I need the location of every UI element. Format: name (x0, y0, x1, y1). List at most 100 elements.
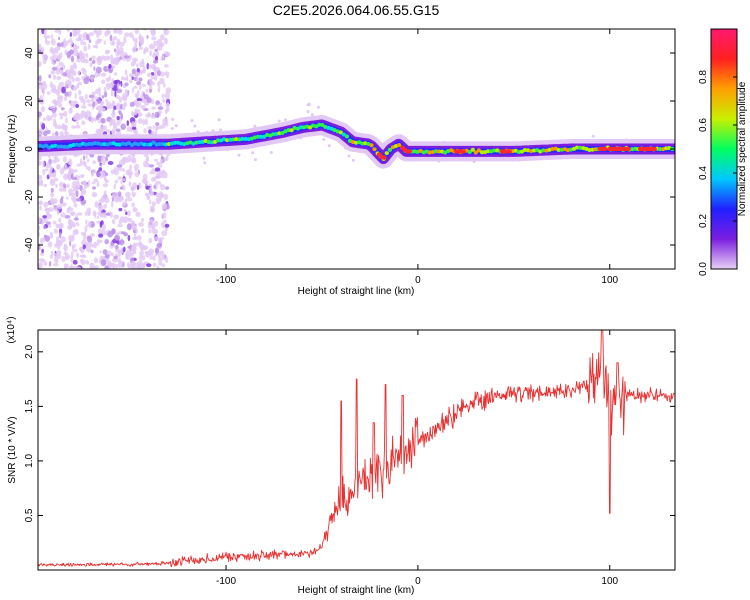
y-tick-label: 2.0 (24, 344, 35, 358)
snr-y-multiplier: (x10⁴) (6, 316, 17, 343)
noise-speck (109, 212, 113, 219)
noise-speck (53, 48, 56, 53)
spectrogram-y-label: Frequency (Hz) (7, 115, 18, 184)
noise-speck (151, 36, 157, 41)
noise-speck (46, 114, 51, 122)
noise-speck (77, 82, 82, 86)
noise-speck (78, 51, 84, 58)
noise-speck (104, 239, 109, 245)
noise-speck (125, 191, 131, 198)
noise-speck (142, 118, 146, 126)
noise-speck (47, 241, 53, 248)
noise-speck (96, 181, 100, 188)
noise-speck (158, 255, 161, 260)
noise-speck (61, 202, 67, 207)
noise-speck (54, 46, 61, 51)
noise-speck (102, 249, 108, 255)
noise-speck (109, 34, 113, 42)
noise-speck (164, 64, 169, 68)
noise-speck (104, 197, 110, 204)
noise-speck (50, 187, 54, 193)
noise-speck (75, 228, 78, 235)
noise-speck (42, 237, 46, 243)
noise-speck (101, 170, 103, 177)
noise-speck (134, 171, 139, 178)
noise-speck (107, 106, 110, 110)
noise-speck (128, 73, 135, 78)
noise-speck (75, 124, 81, 129)
ridge-dot (369, 143, 374, 148)
noise-speck (277, 119, 281, 123)
noise-speck (154, 68, 157, 75)
noise-speck (43, 33, 47, 39)
noise-speck (154, 128, 158, 136)
noise-speck (66, 29, 70, 32)
noise-speck (148, 237, 153, 244)
noise-speck (107, 231, 113, 238)
noise-speck (152, 255, 156, 261)
noise-speck (126, 120, 130, 127)
noise-speck (113, 244, 116, 248)
noise-speck (41, 29, 45, 35)
noise-speck (67, 160, 73, 165)
noise-speck (98, 92, 102, 98)
noise-speck (57, 250, 60, 256)
noise-speck (162, 55, 165, 60)
noise-speck (164, 109, 168, 114)
colorbar-tick-label: 0.2 (698, 214, 709, 228)
noise-speck (132, 182, 137, 188)
snr-line-group (38, 330, 675, 568)
noise-speck (131, 157, 137, 163)
noise-speck (70, 55, 75, 63)
noise-speck (77, 70, 81, 76)
noise-speck (99, 250, 102, 254)
noise-speck (90, 76, 94, 82)
noise-speck (109, 121, 112, 127)
noise-speck (124, 69, 128, 76)
noise-speck (96, 216, 100, 219)
noise-speck (317, 105, 320, 109)
noise-speck (106, 101, 111, 108)
noise-speck (72, 188, 78, 192)
noise-speck (63, 173, 69, 181)
noise-speck (47, 207, 50, 215)
noise-speck (97, 29, 102, 36)
y-tick-label: 1.5 (24, 399, 35, 413)
noise-speck (86, 99, 91, 104)
noise-speck (38, 75, 42, 82)
noise-speck (48, 74, 52, 79)
noise-speck (153, 74, 158, 81)
noise-speck (75, 49, 79, 54)
noise-speck (43, 183, 47, 188)
snr-y-label: SNR (10 * V/V) (7, 416, 18, 483)
noise-speck (142, 263, 145, 268)
noise-speck (86, 245, 92, 253)
noise-speck (118, 207, 123, 212)
noise-speck (80, 39, 84, 46)
noise-speck (139, 39, 145, 45)
noise-speck (151, 201, 157, 207)
noise-speck (64, 215, 71, 219)
noise-speck (114, 29, 117, 33)
noise-speck (84, 225, 88, 233)
noise-speck (60, 107, 65, 111)
noise-speck (306, 103, 310, 107)
noise-speck (64, 91, 70, 97)
noise-speck (101, 224, 106, 231)
noise-speck (58, 217, 62, 223)
noise-speck (126, 197, 133, 202)
noise-speck (53, 177, 59, 182)
noise-speck (347, 154, 351, 158)
noise-speck (137, 241, 142, 247)
noise-speck (118, 251, 121, 258)
noise-speck (71, 192, 76, 198)
ridge-dot (384, 151, 389, 156)
noise-speck (54, 123, 58, 129)
noise-speck (96, 239, 100, 246)
noise-speck (82, 102, 86, 106)
noise-speck (70, 100, 77, 108)
noise-speck (116, 115, 120, 121)
noise-speck (68, 100, 72, 104)
noise-speck (116, 119, 121, 126)
